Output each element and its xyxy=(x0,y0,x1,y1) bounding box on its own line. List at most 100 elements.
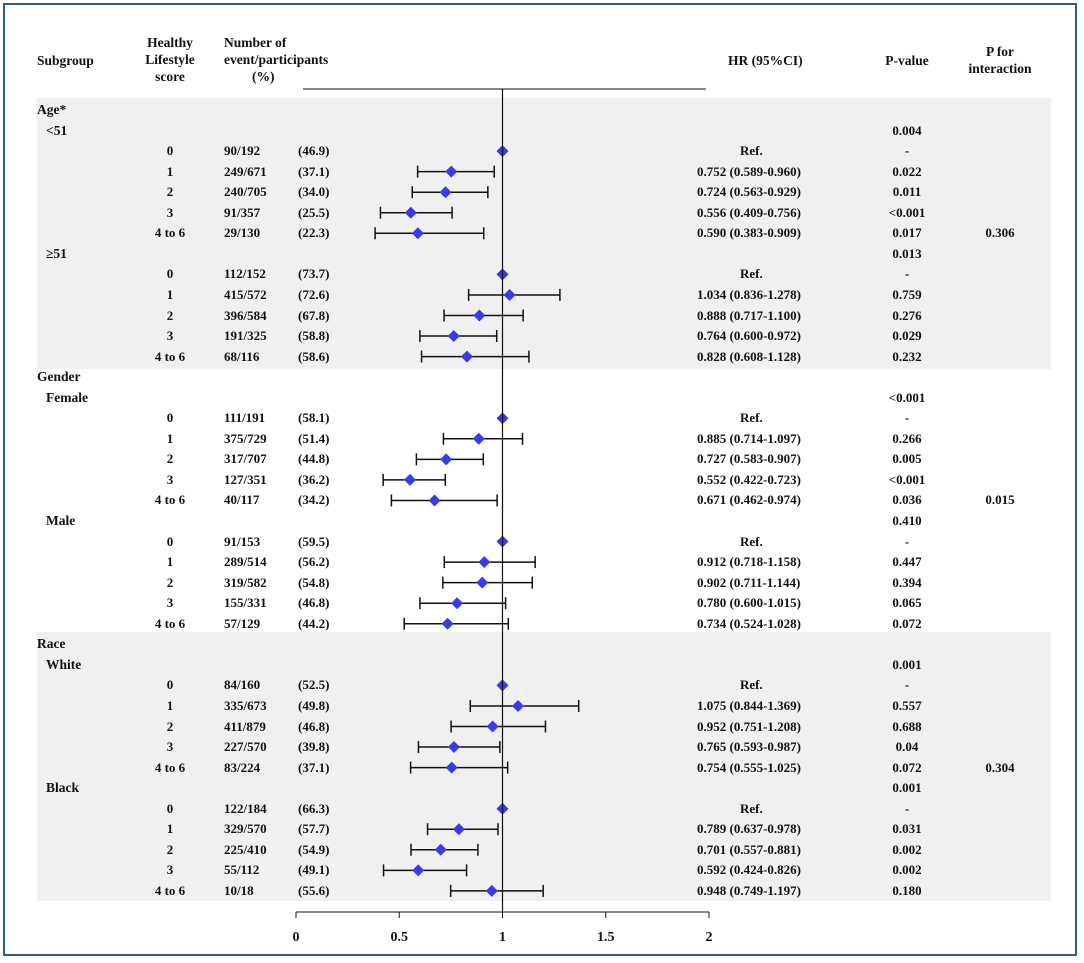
events-value: 68/116 xyxy=(224,348,260,364)
p-value: 0.688 xyxy=(892,718,922,734)
hr-marker xyxy=(486,720,499,733)
p-value: 0.232 xyxy=(892,348,922,364)
hr-ci-text: 0.789 (0.637-0.978) xyxy=(697,821,801,837)
events-percent: (54.8) xyxy=(298,574,330,590)
header-pint: P for interaction xyxy=(968,44,1032,76)
interaction-p-value: 0.304 xyxy=(985,759,1015,775)
events-value: 90/192 xyxy=(224,143,261,159)
events-percent: (34.2) xyxy=(298,492,330,508)
hr-ci-text: 0.727 (0.583-0.907) xyxy=(697,451,801,467)
hr-marker xyxy=(451,597,464,610)
hr-ci-text: 0.590 (0.383-0.909) xyxy=(697,225,801,241)
events-value: 317/707 xyxy=(224,451,267,467)
score-label: 1 xyxy=(166,697,174,713)
events-percent: (46.8) xyxy=(298,595,330,611)
events-value: 227/570 xyxy=(224,739,267,755)
events-value: 411/879 xyxy=(224,718,266,734)
subgroup-label: Male xyxy=(46,513,76,528)
hr-ci-text: 0.734 (0.524-1.028) xyxy=(697,615,801,631)
p-trend-value: 0.004 xyxy=(892,122,922,138)
hr-marker xyxy=(447,741,460,754)
p-value: - xyxy=(904,143,910,159)
subgroup-label: White xyxy=(46,656,82,672)
hr-marker xyxy=(478,556,491,569)
events-percent: (58.8) xyxy=(298,328,330,344)
p-value: 0.276 xyxy=(892,307,922,323)
hr-marker xyxy=(511,699,524,712)
score-label: 0 xyxy=(166,266,174,282)
events-value: 29/130 xyxy=(224,225,261,241)
p-trend-value: 0.410 xyxy=(892,513,922,528)
events-percent: (49.1) xyxy=(298,862,330,878)
events-percent: (36.2) xyxy=(298,471,330,487)
p-value: 0.759 xyxy=(892,286,922,302)
hr-marker xyxy=(472,432,485,445)
score-label: 0 xyxy=(166,143,174,159)
events-value: 191/325 xyxy=(224,328,267,344)
events-value: 91/357 xyxy=(224,204,261,220)
hr-ci-text: 0.752 (0.589-0.960) xyxy=(697,163,801,179)
events-percent: (37.1) xyxy=(298,163,330,179)
header-score: Healthy Lifestyle score xyxy=(145,35,195,84)
group-label: Gender xyxy=(37,369,81,385)
hr-ci-text: 0.671 (0.462-0.974) xyxy=(697,492,801,508)
p-value: - xyxy=(904,677,910,693)
p-value: <0.001 xyxy=(888,204,926,220)
events-percent: (56.2) xyxy=(298,554,330,570)
events-value: 91/153 xyxy=(224,533,261,549)
events-percent: (67.8) xyxy=(298,307,330,323)
hr-ci-text: 0.912 (0.718-1.158) xyxy=(697,554,801,570)
hr-ci-text: 0.828 (0.608-1.128) xyxy=(697,348,801,364)
hr-ci-text: 1.034 (0.836-1.278) xyxy=(697,286,801,302)
subgroup-label: <51 xyxy=(46,122,68,138)
p-trend-value: 0.001 xyxy=(892,780,922,796)
events-percent: (22.3) xyxy=(298,225,330,241)
hr-ci-text: 0.552 (0.422-0.723) xyxy=(697,471,801,487)
hr-marker xyxy=(428,494,441,507)
score-label: 3 xyxy=(166,862,174,878)
hr-marker xyxy=(445,165,458,178)
hr-marker xyxy=(452,823,465,836)
hr-marker xyxy=(447,330,460,343)
events-percent: (73.7) xyxy=(298,266,330,282)
p-value: 0.394 xyxy=(892,574,922,590)
events-value: 10/18 xyxy=(224,882,254,898)
score-label: 2 xyxy=(166,451,174,467)
hr-marker xyxy=(485,884,498,897)
group-band xyxy=(37,98,1051,370)
p-trend-value: 0.001 xyxy=(892,656,922,672)
x-tick-label: 0 xyxy=(292,930,300,945)
subgroup-label: Female xyxy=(46,389,88,405)
score-label: 1 xyxy=(166,286,174,302)
hr-ci-text: 0.764 (0.600-0.972) xyxy=(697,328,801,344)
x-tick-label: 2 xyxy=(705,930,713,945)
subgroup-label: Black xyxy=(46,780,80,796)
p-value: - xyxy=(904,533,910,549)
events-value: 335/673 xyxy=(224,697,267,713)
p-value: <0.001 xyxy=(888,471,926,487)
p-value: 0.017 xyxy=(892,225,922,241)
p-value: 0.065 xyxy=(892,595,922,611)
events-percent: (46.8) xyxy=(298,718,330,734)
p-value: 0.005 xyxy=(892,451,922,467)
events-value: 396/584 xyxy=(224,307,267,323)
events-value: 415/572 xyxy=(224,286,267,302)
hr-ci-text: 0.902 (0.711-1.144) xyxy=(697,574,801,590)
events-percent: (58.1) xyxy=(298,410,330,426)
events-value: 155/331 xyxy=(224,595,267,611)
events-percent: (52.5) xyxy=(298,677,330,693)
p-value: 0.557 xyxy=(892,697,922,713)
hr-marker xyxy=(434,843,447,856)
p-value: - xyxy=(904,266,910,282)
events-value: 57/129 xyxy=(224,615,261,631)
p-value: 0.031 xyxy=(892,821,922,837)
p-value: 0.180 xyxy=(892,882,922,898)
p-value: 0.266 xyxy=(892,430,922,446)
score-label: 3 xyxy=(166,595,174,611)
x-tick-label: 1 xyxy=(499,930,506,945)
header-pvalue: P-value xyxy=(885,53,929,68)
p-value: 0.036 xyxy=(892,492,922,508)
events-value: 240/705 xyxy=(224,184,267,200)
events-value: 111/191 xyxy=(224,410,266,426)
figure-frame xyxy=(3,3,1077,956)
